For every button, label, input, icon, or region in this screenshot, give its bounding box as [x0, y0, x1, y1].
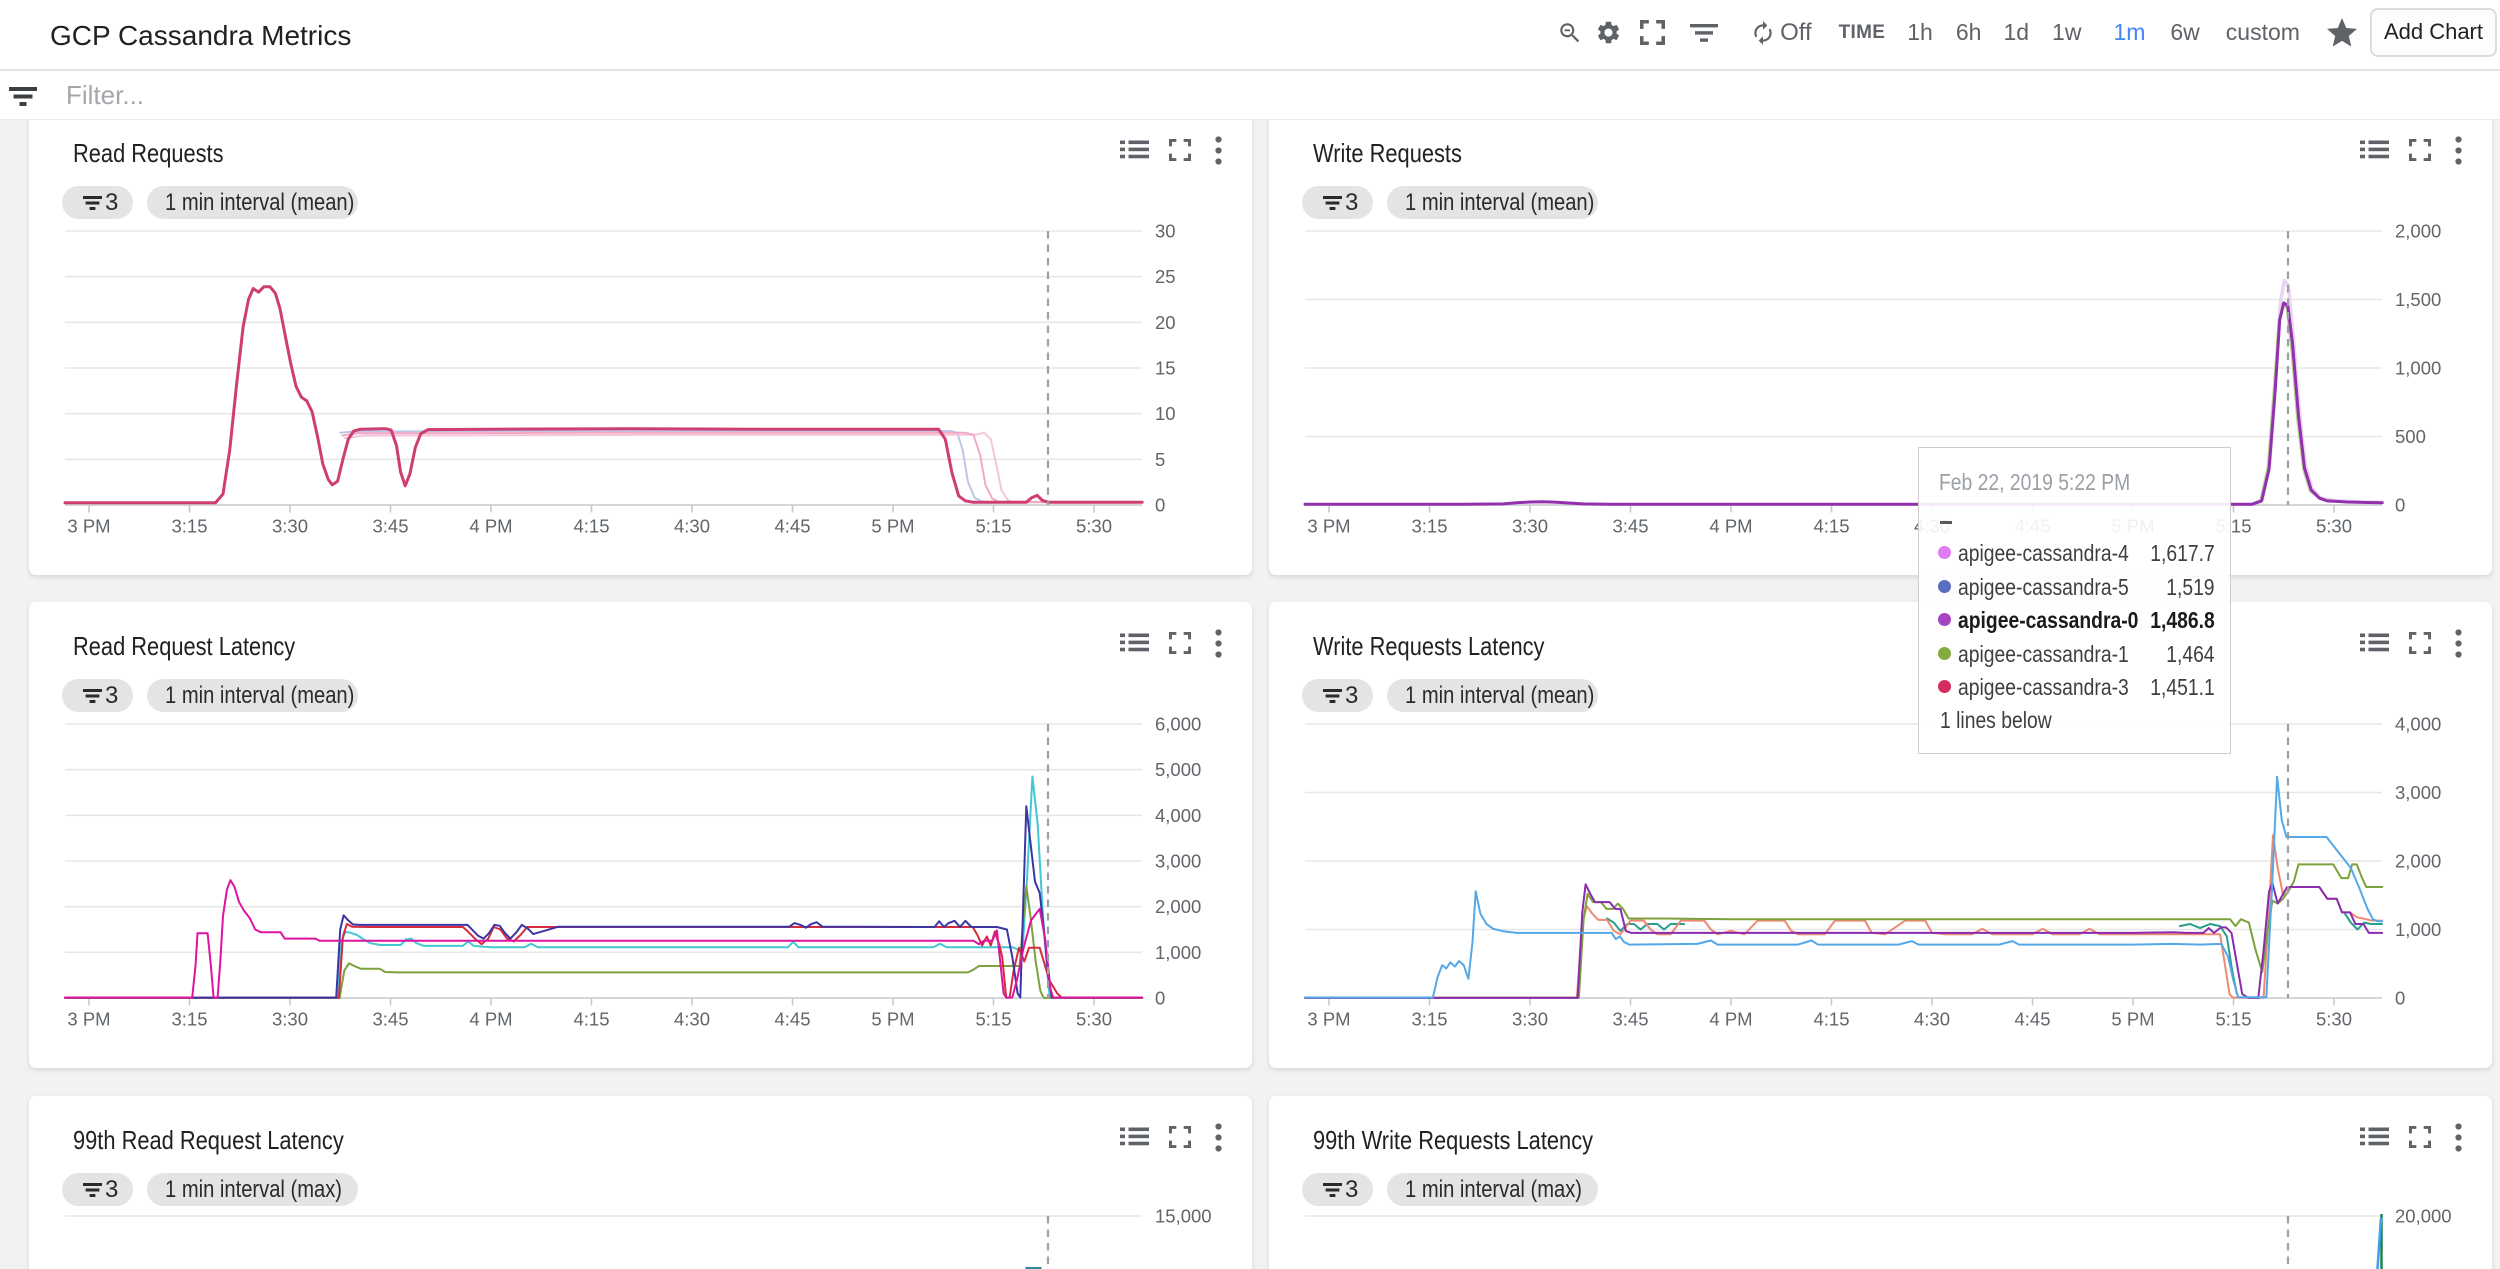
svg-text:0: 0	[2395, 495, 2405, 516]
svg-text:30: 30	[1155, 221, 1176, 242]
svg-text:4:30: 4:30	[1914, 1009, 1950, 1030]
svg-text:5:30: 5:30	[1076, 1009, 1112, 1030]
svg-text:4:45: 4:45	[774, 1009, 810, 1030]
svg-text:4 PM: 4 PM	[1709, 516, 1752, 537]
svg-text:5:15: 5:15	[975, 516, 1011, 537]
svg-text:3,000: 3,000	[2395, 782, 2441, 803]
svg-text:3:15: 3:15	[1411, 516, 1447, 537]
svg-text:3:15: 3:15	[1411, 1009, 1447, 1030]
svg-text:3:30: 3:30	[272, 516, 308, 537]
svg-text:15,000: 15,000	[1155, 1206, 1212, 1227]
svg-text:5:15: 5:15	[975, 1009, 1011, 1030]
svg-text:20: 20	[1155, 312, 1176, 333]
svg-text:4:30: 4:30	[674, 1009, 710, 1030]
svg-text:15: 15	[1155, 358, 1176, 379]
svg-text:3,000: 3,000	[1155, 851, 1201, 872]
svg-text:25: 25	[1155, 266, 1176, 287]
svg-text:0: 0	[1155, 495, 1165, 516]
svg-text:3:45: 3:45	[1612, 1009, 1648, 1030]
svg-text:3:30: 3:30	[1512, 1009, 1548, 1030]
svg-text:4:15: 4:15	[1813, 516, 1849, 537]
svg-text:2,000: 2,000	[1155, 896, 1201, 917]
svg-text:3:45: 3:45	[372, 516, 408, 537]
svg-text:5,000: 5,000	[1155, 759, 1201, 780]
svg-text:4:15: 4:15	[1813, 1009, 1849, 1030]
svg-text:0: 0	[2395, 988, 2405, 1009]
svg-text:4 PM: 4 PM	[469, 1009, 512, 1030]
svg-text:3 PM: 3 PM	[1307, 1009, 1350, 1030]
svg-text:4:45: 4:45	[2014, 1009, 2050, 1030]
svg-text:3 PM: 3 PM	[1307, 516, 1350, 537]
svg-text:3 PM: 3 PM	[67, 516, 110, 537]
svg-text:4 PM: 4 PM	[469, 516, 512, 537]
svg-text:5:30: 5:30	[2316, 1009, 2352, 1030]
svg-text:5 PM: 5 PM	[2111, 1009, 2154, 1030]
svg-text:4:45: 4:45	[774, 516, 810, 537]
svg-text:1,500: 1,500	[2395, 289, 2441, 310]
svg-text:1,000: 1,000	[2395, 358, 2441, 379]
svg-text:3:15: 3:15	[171, 1009, 207, 1030]
svg-text:1,000: 1,000	[1155, 942, 1201, 963]
svg-text:5 PM: 5 PM	[871, 516, 914, 537]
svg-text:20,000: 20,000	[2395, 1206, 2452, 1227]
svg-text:5:30: 5:30	[2316, 516, 2352, 537]
svg-text:4,000: 4,000	[1155, 805, 1201, 826]
svg-text:3:30: 3:30	[272, 1009, 308, 1030]
svg-text:4:30: 4:30	[674, 516, 710, 537]
svg-text:10: 10	[1155, 403, 1176, 424]
svg-text:0: 0	[1155, 988, 1165, 1009]
svg-text:5 PM: 5 PM	[871, 1009, 914, 1030]
svg-text:3:30: 3:30	[1512, 516, 1548, 537]
svg-text:4:15: 4:15	[573, 516, 609, 537]
svg-text:500: 500	[2395, 426, 2426, 447]
svg-text:4:15: 4:15	[573, 1009, 609, 1030]
svg-text:6,000: 6,000	[1155, 714, 1201, 735]
svg-text:2,000: 2,000	[2395, 221, 2441, 242]
svg-text:3:45: 3:45	[1612, 516, 1648, 537]
svg-text:1,000: 1,000	[2395, 919, 2441, 940]
svg-text:3:15: 3:15	[171, 516, 207, 537]
svg-text:5:30: 5:30	[1076, 516, 1112, 537]
svg-text:3 PM: 3 PM	[67, 1009, 110, 1030]
svg-text:5: 5	[1155, 449, 1165, 470]
svg-text:4 PM: 4 PM	[1709, 1009, 1752, 1030]
svg-text:2,000: 2,000	[2395, 851, 2441, 872]
svg-text:3:45: 3:45	[372, 1009, 408, 1030]
svg-text:5:15: 5:15	[2215, 1009, 2251, 1030]
svg-text:4,000: 4,000	[2395, 714, 2441, 735]
